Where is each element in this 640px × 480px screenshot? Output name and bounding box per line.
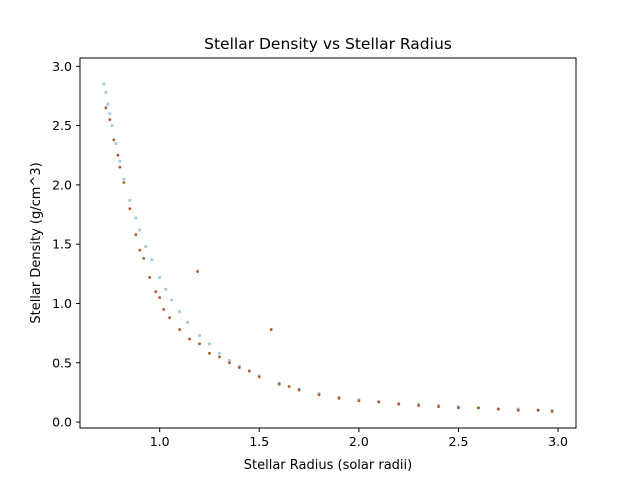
y-axis: 0.0 0.5 1.0 1.5 2.0 2.5 3.0 xyxy=(52,59,80,430)
data-point xyxy=(106,102,110,106)
data-point xyxy=(110,124,114,128)
x-axis-label: Stellar Radius (solar radii) xyxy=(244,458,412,473)
data-point xyxy=(122,181,126,184)
y-tick-label: 2.0 xyxy=(52,177,72,192)
data-point xyxy=(496,407,500,411)
y-tick-label: 3.0 xyxy=(52,59,72,74)
data-point xyxy=(134,216,138,220)
data-point xyxy=(185,320,190,325)
data-point xyxy=(457,406,460,410)
data-point xyxy=(337,396,341,400)
data-point xyxy=(277,382,281,386)
data-point xyxy=(164,287,168,291)
axes-frame xyxy=(79,57,577,429)
x-tick-label: 1.0 xyxy=(150,434,170,449)
data-point xyxy=(317,393,321,397)
data-point xyxy=(287,385,291,388)
data-point xyxy=(227,358,231,362)
data-point xyxy=(122,177,126,181)
data-point xyxy=(128,198,132,202)
data-point xyxy=(112,138,116,142)
chart-title: Stellar Density vs Stellar Radius xyxy=(204,35,452,53)
y-tick-label: 0.5 xyxy=(52,355,72,370)
data-point xyxy=(476,406,480,410)
x-tick-label: 2.0 xyxy=(349,434,369,449)
data-point xyxy=(162,308,166,311)
data-point xyxy=(108,112,112,116)
data-point xyxy=(158,296,162,299)
data-point xyxy=(158,275,162,279)
data-point xyxy=(257,375,261,379)
y-tick-label: 2.5 xyxy=(52,118,72,133)
data-point xyxy=(197,333,202,338)
data-point xyxy=(417,404,421,407)
data-point xyxy=(218,355,221,359)
data-point xyxy=(536,408,540,412)
data-point xyxy=(228,361,231,365)
data-point xyxy=(134,233,138,237)
data-point xyxy=(377,400,381,404)
y-axis-label: Stellar Density (g/cm^3) xyxy=(29,162,44,323)
data-point xyxy=(237,366,241,369)
data-point xyxy=(142,257,146,260)
data-point xyxy=(128,207,132,211)
x-tick-label: 1.5 xyxy=(249,434,269,449)
data-point xyxy=(550,410,554,413)
data-point xyxy=(437,405,440,409)
data-point xyxy=(150,258,154,262)
data-point xyxy=(217,351,222,355)
data-point xyxy=(208,351,211,355)
data-point xyxy=(178,310,182,314)
data-point xyxy=(188,337,191,341)
data-point xyxy=(148,275,152,279)
data-point xyxy=(108,118,112,122)
x-axis: 1.0 1.5 2.0 2.5 3.0 xyxy=(150,428,568,449)
data-point xyxy=(138,248,142,252)
y-tick-label: 1.5 xyxy=(52,237,72,252)
x-tick-label: 2.5 xyxy=(449,434,469,449)
data-point xyxy=(102,82,106,86)
data-point xyxy=(357,399,361,403)
data-point xyxy=(516,408,520,412)
data-point xyxy=(397,402,401,406)
data-point xyxy=(116,153,120,157)
data-point xyxy=(104,90,108,94)
data-point xyxy=(247,369,251,373)
y-tick-label: 1.0 xyxy=(52,296,72,311)
data-point xyxy=(144,244,148,249)
plot-area xyxy=(102,82,554,413)
data-point xyxy=(170,298,174,302)
data-point xyxy=(196,270,199,273)
data-point xyxy=(269,328,273,331)
data-point xyxy=(104,106,108,110)
data-point xyxy=(297,388,301,392)
y-tick-label: 0.0 xyxy=(52,415,72,430)
x-tick-label: 3.0 xyxy=(548,434,568,449)
series-1 xyxy=(104,106,554,413)
data-point xyxy=(138,228,142,232)
data-point xyxy=(168,316,172,320)
data-point xyxy=(118,165,122,169)
data-point xyxy=(198,342,201,346)
data-point xyxy=(114,141,118,145)
data-point xyxy=(118,159,122,163)
data-point xyxy=(154,290,158,294)
data-point xyxy=(178,328,182,331)
data-point xyxy=(207,342,212,346)
